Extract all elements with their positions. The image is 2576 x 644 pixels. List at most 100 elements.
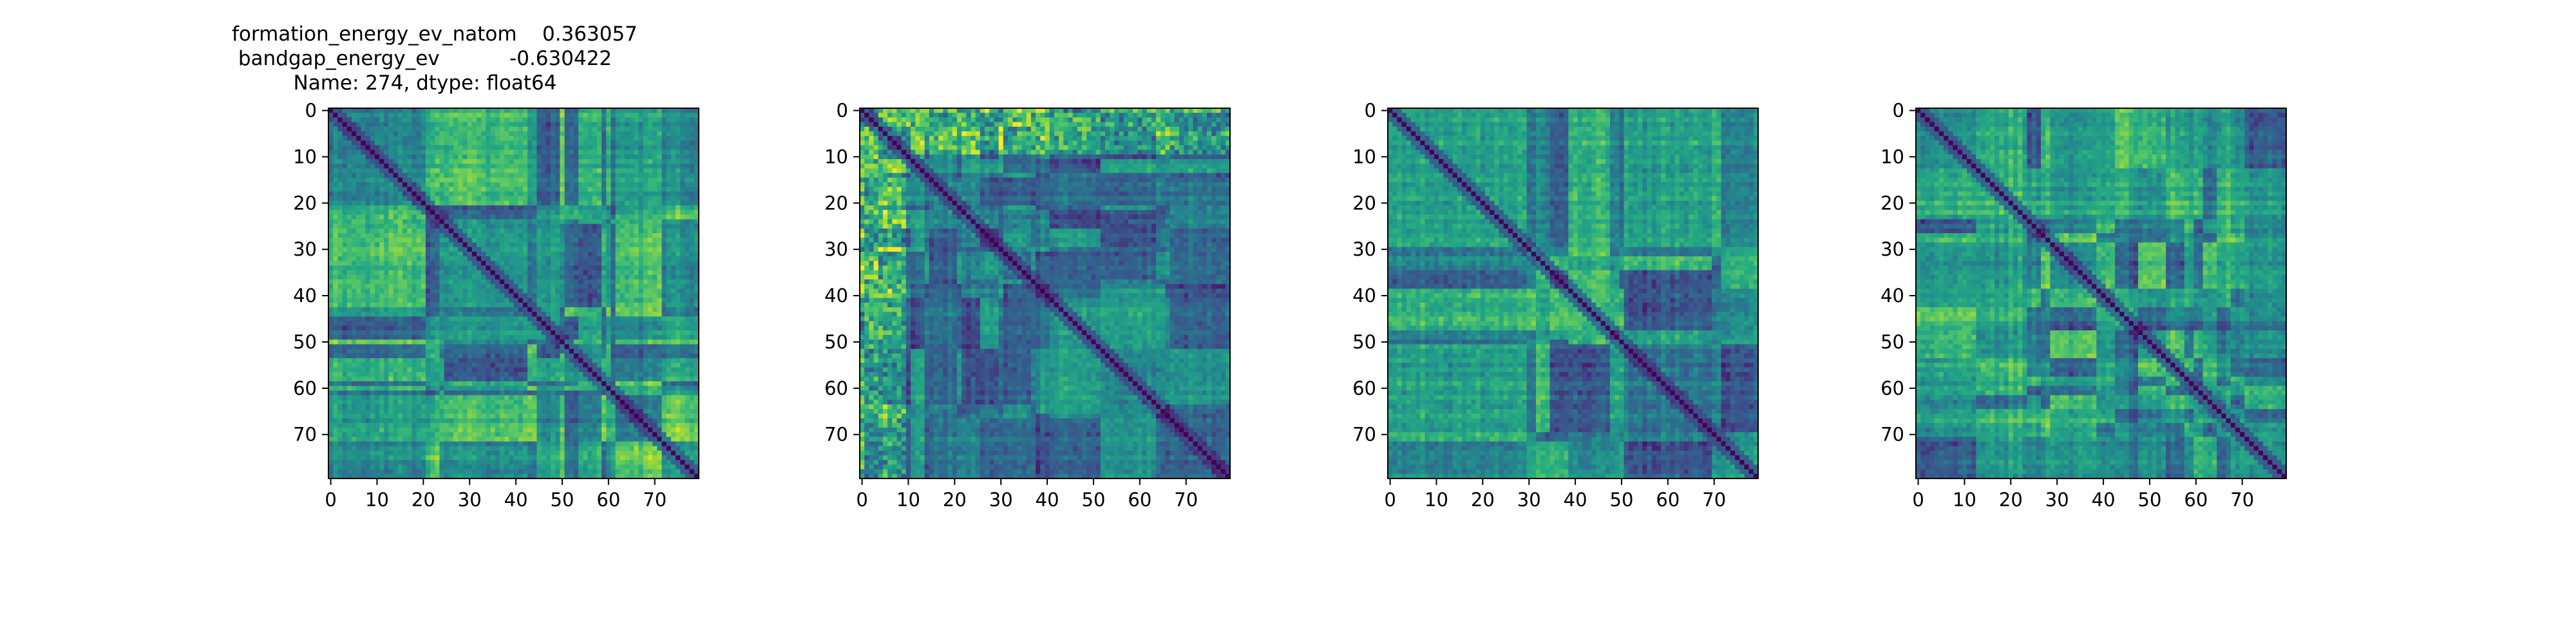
heatmap-cell [532, 219, 537, 225]
heatmap-cell [370, 330, 375, 336]
heatmap-cell [388, 316, 394, 322]
heatmap-cell [676, 108, 681, 113]
heatmap-cell [676, 173, 681, 178]
heatmap-cell [453, 289, 459, 294]
heatmap-cell [374, 247, 380, 252]
heatmap-cell [689, 335, 695, 340]
heatmap-cell [527, 196, 533, 202]
heatmap-cell [435, 302, 440, 308]
heatmap-cell [573, 233, 579, 238]
heatmap-cell [477, 358, 482, 363]
heatmap-cell [573, 177, 579, 183]
heatmap-cell [541, 348, 547, 354]
heatmap-cell [694, 238, 699, 243]
heatmap-cell [634, 113, 639, 118]
heatmap-cell [513, 242, 519, 248]
heatmap-cell [495, 289, 500, 294]
heatmap-cell [689, 154, 695, 160]
heatmap-cell [527, 367, 533, 373]
heatmap-cell [652, 376, 658, 382]
heatmap-cell [620, 261, 625, 266]
heatmap-cell [652, 238, 658, 243]
heatmap-cell [425, 191, 431, 197]
heatmap-cell [346, 316, 352, 322]
heatmap-cell [564, 321, 570, 327]
heatmap-cell [647, 159, 653, 164]
heatmap-cell [647, 182, 653, 187]
heatmap-cell [397, 335, 403, 340]
heatmap-cell [337, 200, 343, 206]
heatmap-cell [499, 108, 505, 113]
heatmap-cell [407, 321, 412, 327]
heatmap-cell [518, 126, 524, 132]
heatmap-cell [421, 228, 426, 234]
heatmap-cell [555, 381, 560, 386]
heatmap-cell [328, 117, 334, 123]
heatmap-cell [477, 187, 482, 192]
heatmap-cell [611, 149, 616, 155]
heatmap-cell [402, 325, 408, 331]
heatmap-cell [615, 238, 621, 243]
heatmap-cell [685, 242, 690, 248]
heatmap-cell [444, 131, 450, 137]
heatmap-cell [416, 191, 422, 197]
heatmap-cell [541, 330, 547, 336]
heatmap-cell [337, 126, 343, 132]
heatmap-cell [578, 205, 583, 211]
heatmap-cell [620, 238, 625, 243]
heatmap-cell [495, 196, 500, 202]
heatmap-cell [425, 261, 431, 266]
heatmap-cell [467, 122, 473, 128]
heatmap-cell [388, 284, 394, 289]
heatmap-cell [504, 159, 509, 164]
heatmap-cell [661, 376, 667, 382]
heatmap-cell [351, 386, 357, 391]
heatmap-cell [620, 233, 625, 238]
heatmap-cell [439, 145, 445, 151]
heatmap-cell [351, 265, 357, 271]
heatmap-cell [499, 289, 505, 294]
heatmap-cell [407, 316, 412, 322]
heatmap-cell [666, 238, 672, 243]
heatmap-cell [587, 274, 593, 280]
heatmap-cell [509, 117, 514, 123]
heatmap-cell [685, 363, 690, 368]
heatmap-cell [638, 140, 644, 146]
heatmap-cell [625, 279, 630, 285]
heatmap-cell [361, 113, 366, 118]
heatmap-cell [694, 265, 699, 271]
heatmap-cell [536, 265, 542, 271]
heatmap-cell [462, 376, 468, 382]
heatmap-cell [499, 168, 505, 174]
heatmap-cell [499, 149, 505, 155]
heatmap-cell [578, 182, 583, 187]
heatmap-cell [351, 339, 357, 345]
heatmap-cell [346, 307, 352, 312]
heatmap-cell [518, 219, 524, 225]
heatmap-cell [384, 386, 389, 391]
heatmap-cell [694, 149, 699, 155]
heatmap-cell [412, 113, 417, 118]
heatmap-cell [661, 330, 667, 336]
heatmap-cell [541, 316, 547, 322]
heatmap-cell [499, 302, 505, 308]
heatmap-cell [356, 363, 361, 368]
heatmap-cell [629, 233, 634, 238]
heatmap-cell [643, 261, 649, 266]
heatmap-cell [680, 122, 685, 128]
heatmap-cell [551, 126, 556, 132]
heatmap-cell [361, 154, 366, 160]
heatmap-cell [551, 261, 556, 266]
heatmap-cell [522, 242, 528, 248]
heatmap-cell [393, 247, 399, 252]
heatmap-cell [573, 265, 579, 271]
heatmap-cell [587, 177, 593, 183]
heatmap-cell [652, 149, 658, 155]
heatmap-cell [625, 126, 630, 132]
heatmap-cell [333, 238, 338, 243]
heatmap-cell [425, 312, 431, 317]
heatmap-cell [555, 196, 560, 202]
heatmap-cell [680, 247, 685, 252]
heatmap-cell [361, 381, 366, 386]
heatmap-cell [467, 173, 473, 178]
